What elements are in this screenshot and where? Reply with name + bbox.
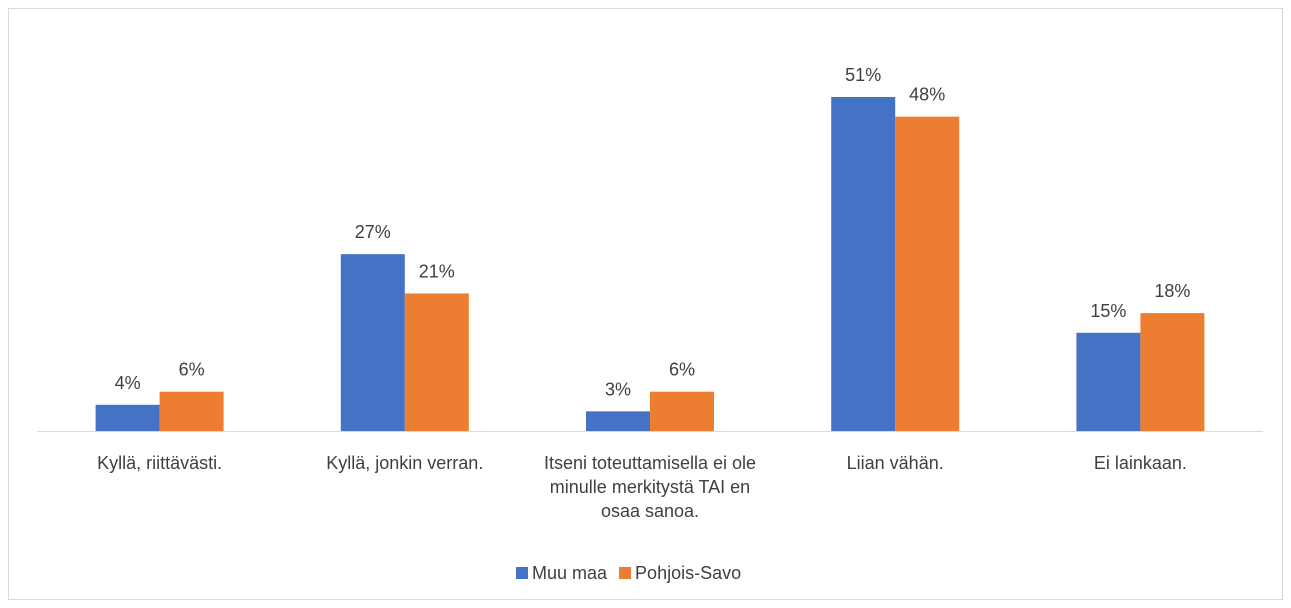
data-label: 15% (1090, 301, 1126, 321)
data-label: 48% (909, 85, 945, 105)
bar (650, 391, 714, 431)
bar (340, 254, 405, 431)
bar (404, 293, 469, 431)
x-tick-label: Liian vähän. (846, 453, 944, 473)
bar (159, 391, 224, 431)
data-label: 4% (115, 373, 141, 393)
x-tick-label: Ei lainkaan. (1093, 453, 1187, 473)
x-tick-label: Kyllä, jonkin verran. (326, 453, 484, 473)
data-label: 18% (1154, 281, 1190, 301)
bar (1140, 313, 1205, 431)
x-tick-label: Kyllä, riittävästi. (97, 453, 223, 473)
legend-label: Pohjois-Savo (635, 563, 741, 583)
bar (1076, 332, 1141, 431)
legend-label: Muu maa (532, 563, 608, 583)
bar (895, 116, 960, 431)
data-label: 27% (355, 222, 391, 242)
data-label: 51% (845, 65, 881, 85)
legend-swatch (516, 567, 528, 579)
x-tick-label: Itseni toteuttamisella ei ole minulle me… (543, 453, 757, 521)
bar (586, 411, 650, 431)
legend-swatch (619, 567, 632, 579)
data-label: 6% (669, 360, 695, 380)
data-label: 3% (605, 379, 631, 399)
data-label: 21% (419, 261, 455, 281)
chart-border (8, 8, 1283, 600)
data-label: 6% (179, 360, 205, 380)
bar (95, 404, 160, 431)
bar (831, 97, 896, 431)
